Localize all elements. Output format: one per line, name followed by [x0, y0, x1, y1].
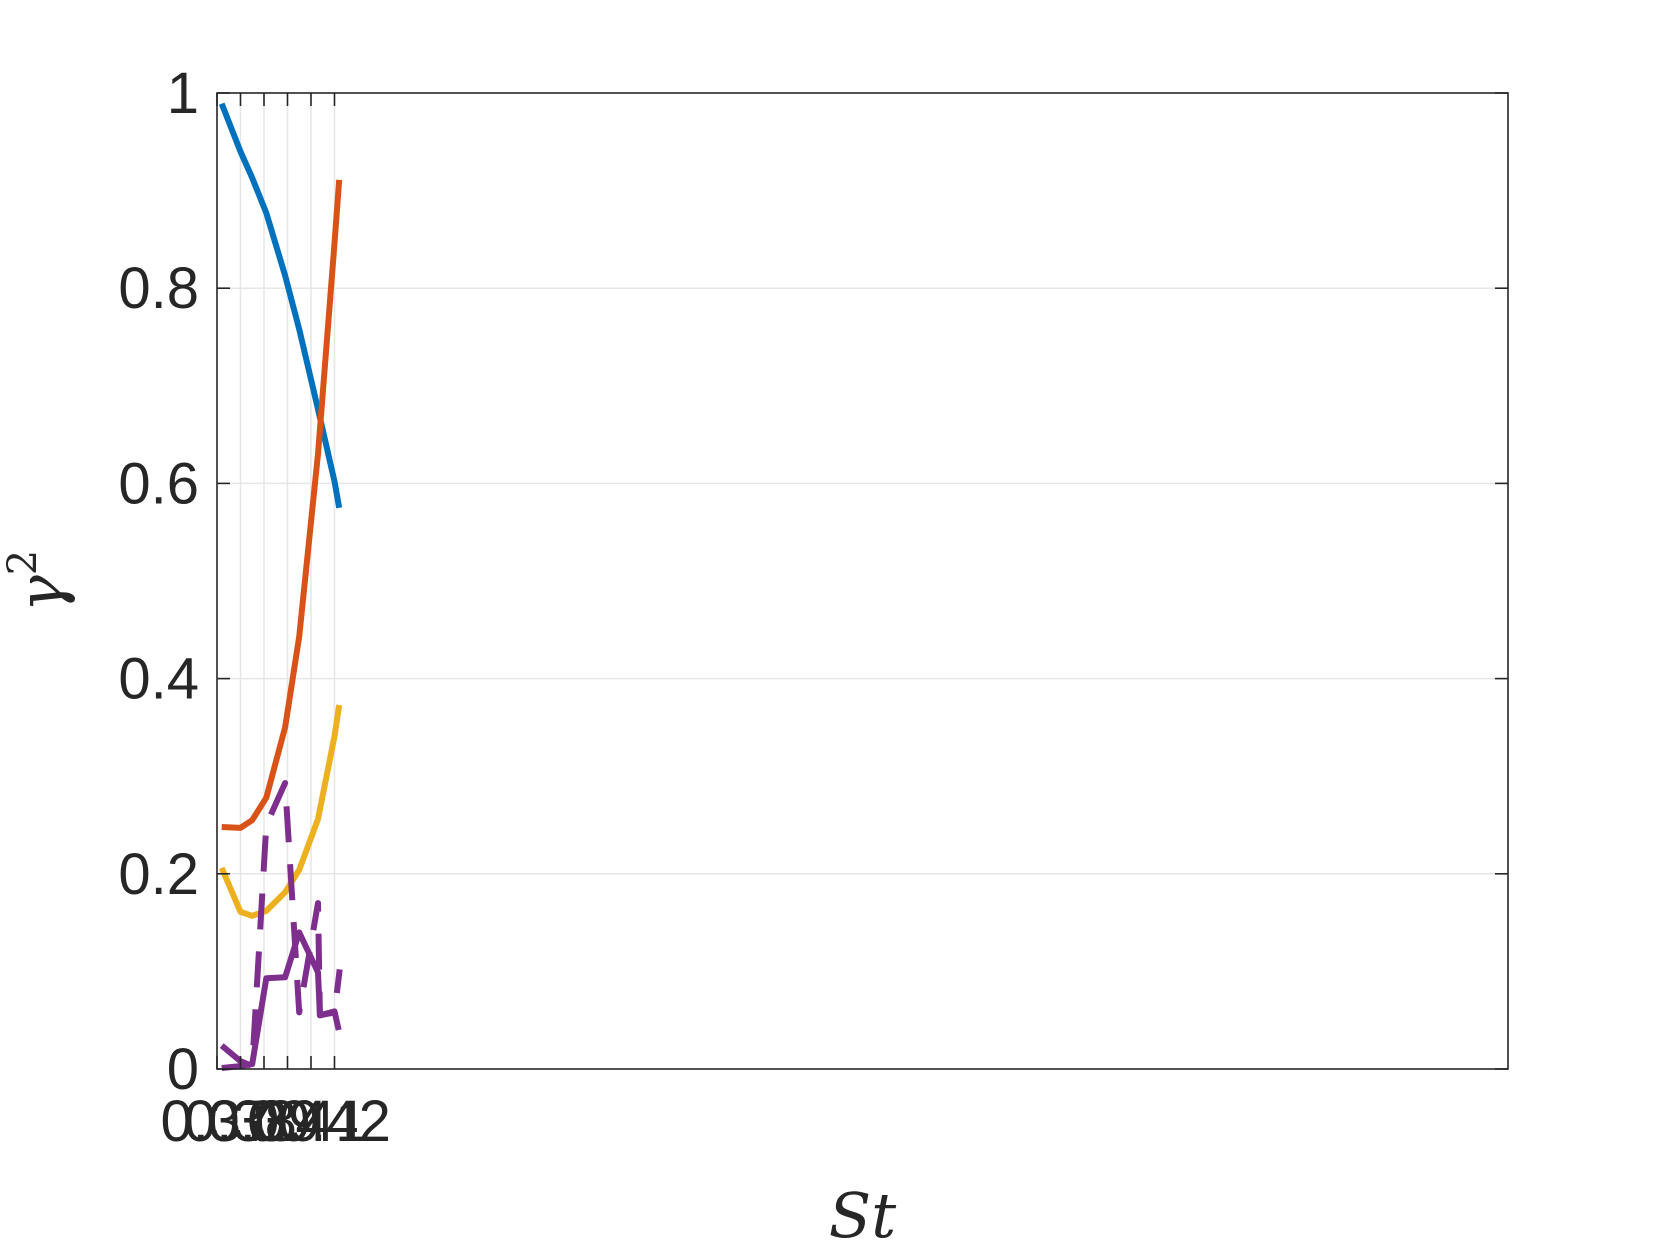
x-tick-label: 0.37: [161, 1089, 274, 1154]
y-tick-label: 1: [167, 61, 199, 126]
series-line-1: [218, 102, 343, 509]
y-tick-label: 0.2: [118, 842, 199, 907]
x-tick-label: 0.4: [247, 1089, 328, 1154]
x-tick-label: 0.38: [184, 1089, 297, 1154]
y-tick-label: 0.8: [118, 256, 199, 321]
y-axis-label-superscript: 2: [0, 550, 46, 575]
x-tick-label: 0.39: [208, 1089, 321, 1154]
grid-lines: [217, 93, 1508, 1069]
x-axis-label: St: [829, 1179, 896, 1251]
y-axis-label: γ2: [0, 550, 77, 613]
series-line-2: [221, 179, 343, 831]
y-tick-label: 0.6: [118, 451, 199, 516]
y-axis-label-base: γ: [4, 574, 77, 612]
axes-frame: [216, 92, 1509, 1070]
series-line-5: [219, 780, 343, 1070]
axis-ticks: [216, 92, 1508, 1070]
plot-series: [218, 102, 343, 1071]
y-tick-label: 0.4: [118, 647, 199, 712]
x-tick-label: 0.42: [278, 1089, 391, 1154]
y-tick-label: 0: [167, 1037, 199, 1102]
series-line-3: [218, 704, 343, 919]
x-tick-label: 0.41: [255, 1089, 368, 1154]
